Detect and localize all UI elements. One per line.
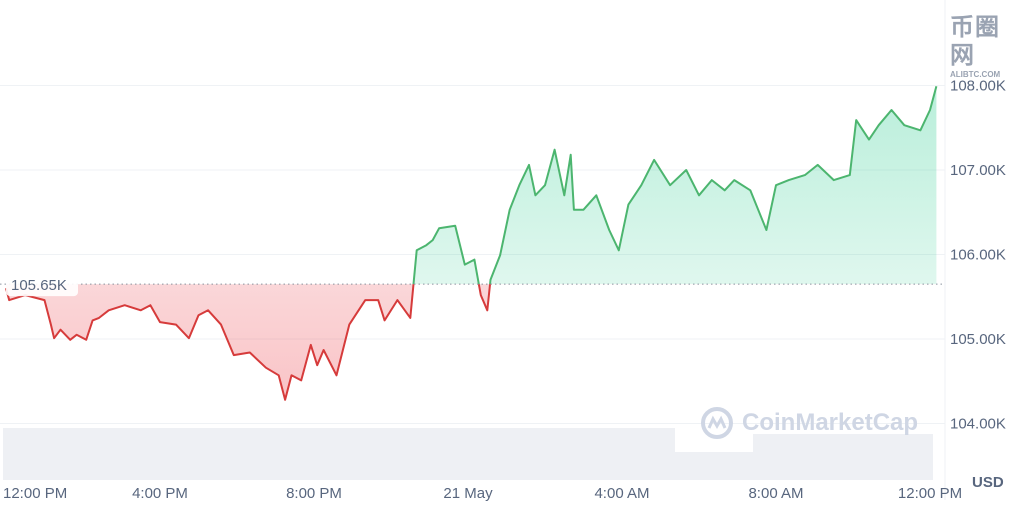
baseline-label: 105.65K [11,277,67,294]
currency-label: USD [972,474,1004,491]
x-tick-label: 21 May [443,485,493,502]
watermark-brand: CoinMarketCap [742,409,919,436]
x-tick-label: 12:00 PM [898,485,962,502]
coinmarketcap-logo-icon [701,407,733,439]
y-tick-label: 107.00K [950,162,1006,179]
y-tick-label: 105.00K [950,331,1006,348]
x-tick-label: 8:00 AM [748,485,803,502]
x-tick-label: 4:00 PM [132,485,188,502]
site-watermark-url: ALIBTC.COM [950,70,1001,79]
x-tick-label: 4:00 AM [594,485,649,502]
y-tick-label: 108.00K [950,78,1006,95]
baseline-label-bg [6,272,78,297]
price-line-up [412,86,938,285]
site-watermark-name: 币圈网 [950,14,1000,69]
volume-bars [3,428,675,480]
coinmarketcap-watermark: CoinMarketCap [700,406,918,440]
area-above-baseline [6,86,937,285]
volume-bars [675,452,753,480]
site-watermark: 币圈网 ALIBTC.COM [950,14,1024,80]
price-line-down [5,284,492,401]
y-tick-label: 104.00K [950,416,1006,433]
x-tick-label: 8:00 PM [286,485,342,502]
volume-bars [753,434,933,480]
x-tick-label: 12:00 PM [3,485,67,502]
area-below-baseline [6,284,491,400]
y-tick-label: 106.00K [950,247,1006,264]
